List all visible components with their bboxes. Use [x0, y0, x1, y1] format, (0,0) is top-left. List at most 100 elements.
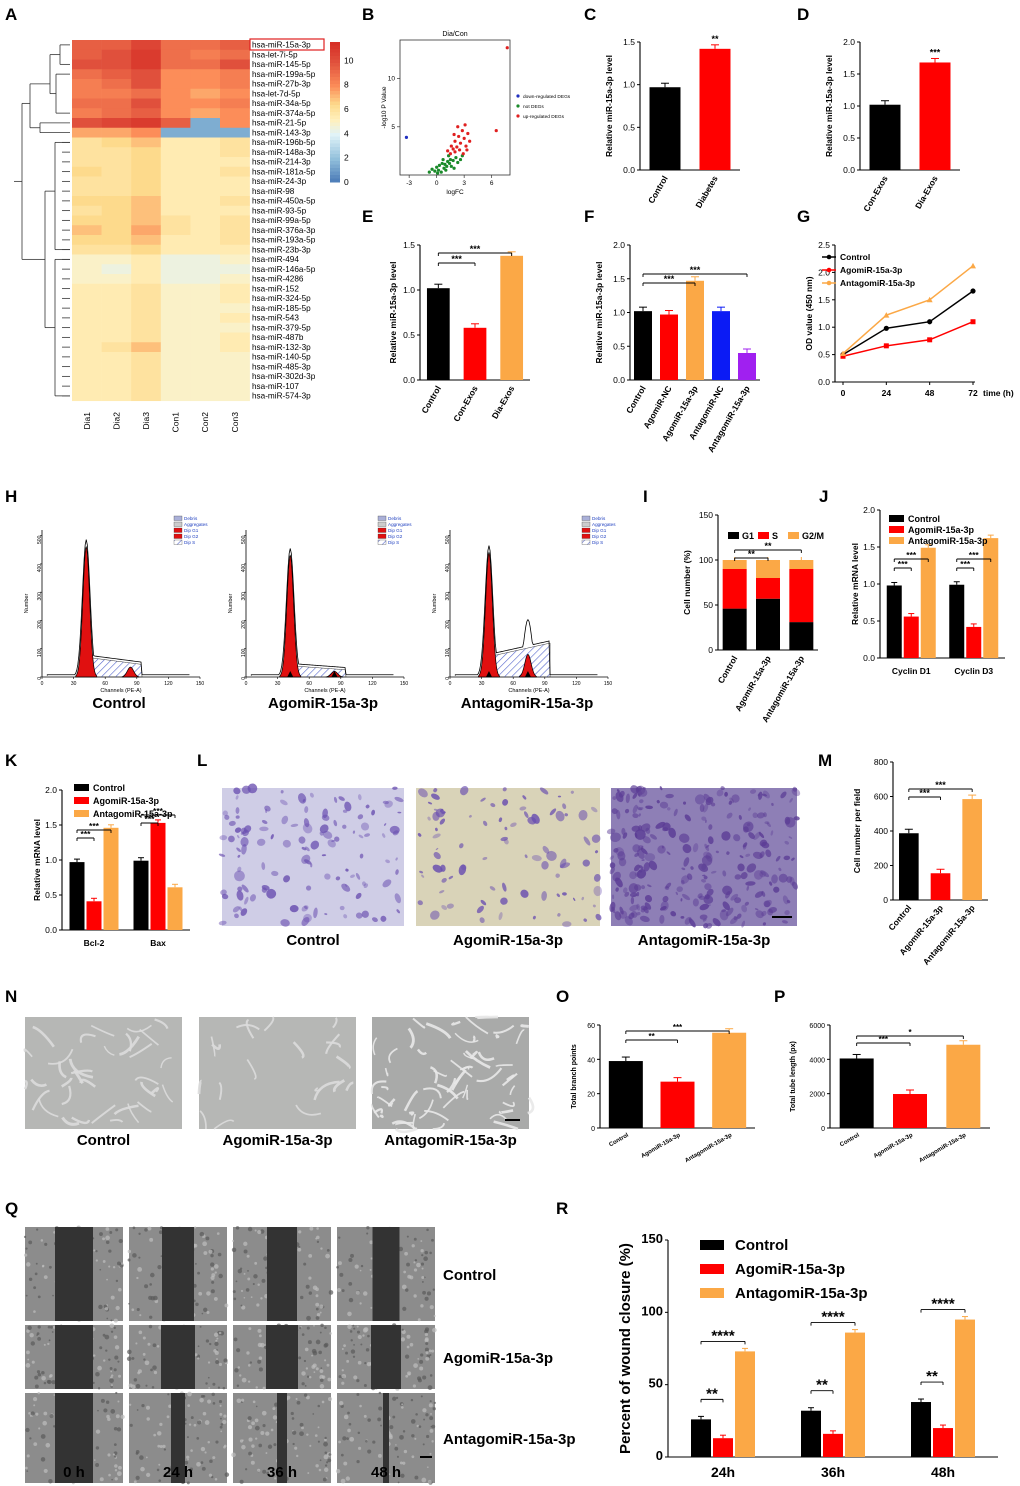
bar [966, 626, 982, 658]
cell-texture [108, 1265, 111, 1268]
y-tick-label: 150 [641, 1231, 663, 1246]
cell-texture [33, 1310, 36, 1313]
cell-texture [260, 1297, 263, 1300]
heatmap-cell [190, 40, 221, 51]
colorbar-tick: 0 [344, 177, 349, 187]
heatmap-cell [131, 59, 162, 70]
cell-texture [194, 1353, 198, 1357]
volcano-point-up [457, 148, 462, 152]
heatmap-cell [190, 127, 221, 138]
cell-texture [41, 1375, 46, 1381]
cell-texture [396, 1455, 399, 1458]
volcano-point-not-deg [452, 166, 456, 170]
cell-texture [348, 1282, 353, 1286]
heatmap-cell [131, 196, 162, 207]
y-tick-label: 2.0 [863, 505, 875, 515]
heatmap-cell [220, 361, 250, 372]
tube-segment [47, 1048, 74, 1065]
stained-cell [742, 842, 748, 848]
y-tick-label: 0.0 [613, 375, 625, 385]
hist-ytick-label: 100 [445, 649, 451, 658]
category-label: 36h [821, 1464, 845, 1480]
y-tick-label: 0.5 [818, 350, 830, 360]
cell-texture [156, 1344, 160, 1348]
stained-cell [729, 797, 735, 804]
stained-cell [752, 812, 758, 819]
hist-legend-swatch [581, 521, 591, 527]
stained-cell [359, 853, 364, 859]
tube-segment [373, 1108, 384, 1114]
cell-texture [410, 1398, 414, 1402]
cell-texture [263, 1256, 268, 1261]
cell-texture [34, 1272, 38, 1276]
stained-cell [745, 853, 751, 857]
heatmap-cell [101, 98, 132, 109]
heatmap-cell [131, 244, 162, 255]
colorbar-tick: 8 [344, 80, 349, 90]
tube-segment [154, 1018, 169, 1029]
tube-segment [442, 1090, 465, 1109]
cell-texture [423, 1256, 428, 1262]
cell-texture [93, 1354, 96, 1357]
stained-cell [720, 786, 725, 791]
volcano-point-not-deg [430, 167, 434, 171]
cell-texture [347, 1411, 350, 1415]
heatmap-cell [220, 225, 250, 236]
heatmap-cell [160, 205, 191, 216]
tube-segment [326, 1041, 342, 1048]
hist-outline [250, 548, 394, 676]
stained-cell [771, 802, 774, 806]
stained-cell [668, 827, 676, 838]
cell-texture [106, 1278, 108, 1281]
stacked-bar-segment [756, 578, 780, 599]
tube-segment [509, 1085, 516, 1096]
cell-texture [97, 1387, 101, 1390]
tube-segment [38, 1098, 59, 1118]
stained-cell [680, 915, 685, 919]
bar [949, 584, 965, 658]
tube-segment [520, 1024, 529, 1028]
stained-cell [546, 850, 557, 861]
stained-cell [480, 899, 487, 906]
heatmap-cell [220, 176, 250, 187]
cell-texture [132, 1226, 136, 1230]
cell-texture [108, 1249, 112, 1253]
hist-ytick-label: 100 [37, 649, 43, 658]
cell-texture [110, 1374, 114, 1377]
volcano-point-up [455, 145, 459, 149]
tube-segment [412, 1017, 426, 1029]
bar [920, 547, 936, 658]
cell-texture [397, 1481, 400, 1484]
volcano-point-not-deg [439, 170, 443, 174]
stained-cell [489, 886, 496, 891]
stained-cell [662, 822, 671, 831]
cell-texture [150, 1295, 155, 1301]
stained-cell [780, 791, 787, 799]
heatmap-row-label: hsa-let-7i-5p [252, 50, 298, 59]
cell-texture [137, 1369, 142, 1374]
hist-xtick-label: 120 [164, 681, 173, 687]
cell-texture [245, 1468, 248, 1471]
cell-texture [299, 1326, 302, 1330]
stained-cell [228, 835, 235, 843]
stained-cell [741, 904, 748, 913]
stained-cell [573, 897, 576, 901]
cell-texture [340, 1404, 344, 1408]
category-label: AgomiR-15a-3p [873, 1132, 914, 1159]
stained-cell [297, 793, 307, 804]
heatmap-cell [160, 371, 191, 382]
heatmap-cell [131, 88, 162, 99]
cell-texture [326, 1248, 330, 1252]
heatmap-cell [160, 313, 191, 324]
stained-cell [360, 822, 370, 831]
hist-legend-label: Aggregates [184, 522, 208, 527]
heatmap-panel: hsa-miR-15a-3phsa-let-7i-5phsa-miR-145-5… [14, 38, 354, 432]
cell-texture [121, 1262, 124, 1265]
tube-segment [345, 1081, 354, 1092]
cell-texture [131, 1308, 135, 1312]
cell-texture [424, 1329, 429, 1334]
volcano-point-up [461, 152, 465, 156]
stained-cell [244, 896, 249, 905]
cell-texture [113, 1426, 118, 1431]
cell-texture [216, 1358, 218, 1360]
